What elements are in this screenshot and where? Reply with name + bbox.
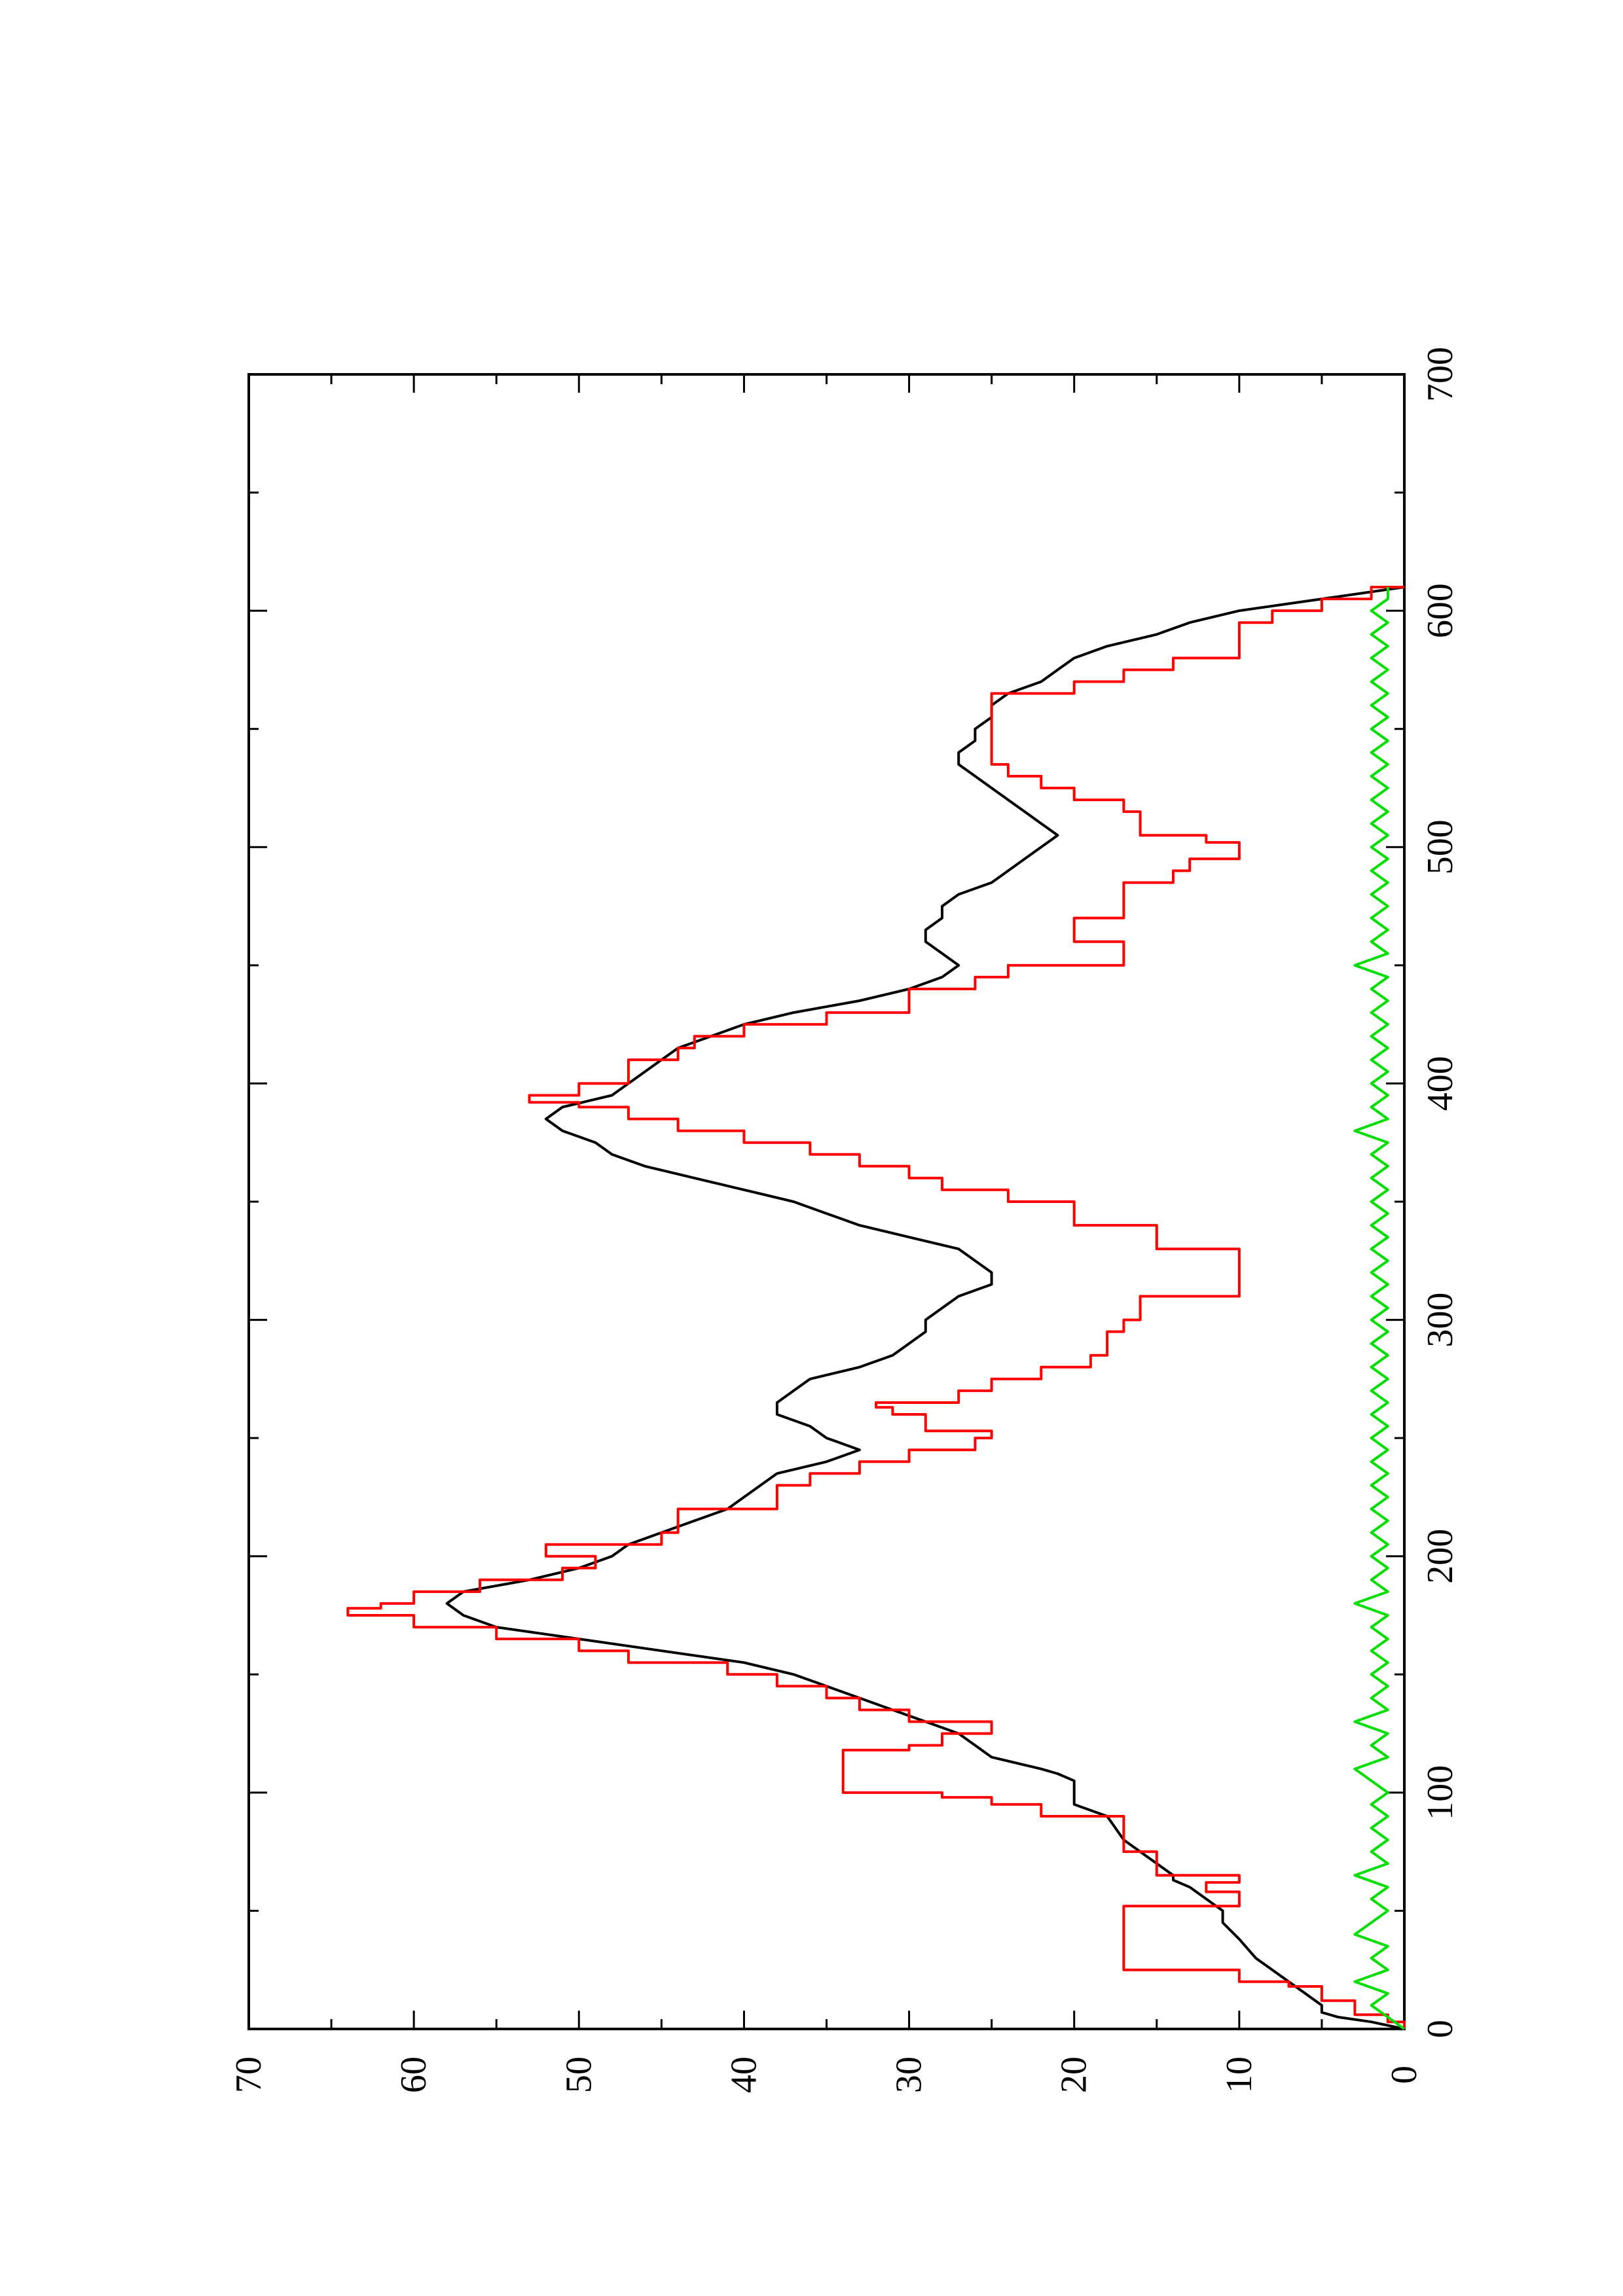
y-tick-label: 60 bbox=[393, 2056, 434, 2093]
x-tick-label: 600 bbox=[1420, 583, 1461, 638]
y-tick-label: 20 bbox=[1054, 2056, 1095, 2093]
x-tick-label: 0 bbox=[1420, 2020, 1461, 2038]
series-line-1 bbox=[445, 586, 1405, 2030]
y-tick-label: 40 bbox=[723, 2056, 764, 2093]
x-tick-label: 300 bbox=[1420, 1293, 1461, 1348]
plot-area: 0 100 200 300 400 500 600 700 0 10 20 30 40 50 60 70 bbox=[228, 347, 1461, 2093]
y-tick-label: 30 bbox=[889, 2056, 930, 2093]
x-tick-label: 200 bbox=[1420, 1529, 1461, 1584]
series-line-3 bbox=[1353, 587, 1406, 2030]
y-tick-label: 0 bbox=[1384, 2066, 1425, 2084]
x-tick-label: 500 bbox=[1420, 819, 1461, 874]
series-line-2 bbox=[346, 586, 1406, 2029]
x-tick-label: 100 bbox=[1420, 1765, 1461, 1820]
y-tick-label: 10 bbox=[1219, 2056, 1260, 2093]
plot-frame bbox=[247, 373, 1406, 2030]
x-tick-label: 400 bbox=[1420, 1056, 1461, 1111]
x-tick-label: 700 bbox=[1420, 347, 1461, 402]
y-tick-label: 70 bbox=[228, 2056, 269, 2093]
y-tick-label: 50 bbox=[558, 2056, 599, 2093]
